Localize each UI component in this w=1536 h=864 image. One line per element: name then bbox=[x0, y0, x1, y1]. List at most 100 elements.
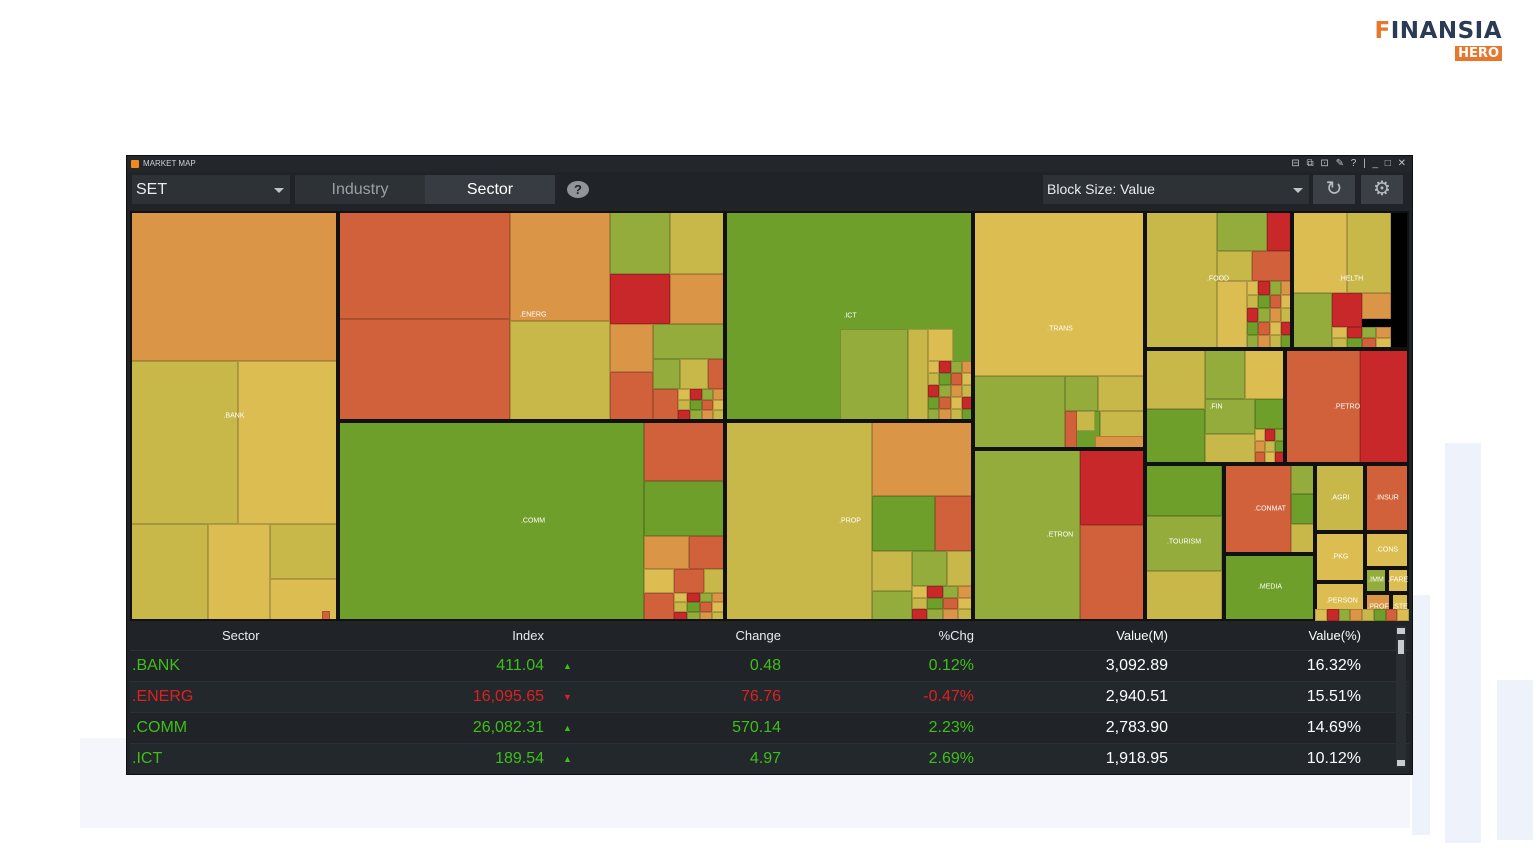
stock-tile[interactable] bbox=[689, 389, 702, 400]
sector-block[interactable] bbox=[1145, 349, 1285, 464]
scroll-up-icon[interactable] bbox=[1397, 628, 1405, 634]
scroll-thumb[interactable] bbox=[1398, 640, 1404, 654]
scroll-down-icon[interactable] bbox=[1397, 760, 1405, 766]
refresh-button[interactable]: ↻ bbox=[1313, 175, 1355, 204]
stock-tile[interactable] bbox=[942, 597, 958, 610]
sector-block[interactable] bbox=[1292, 211, 1409, 349]
tab-sector[interactable]: Sector bbox=[425, 175, 555, 204]
stock-tile[interactable] bbox=[699, 593, 713, 603]
stock-tile[interactable] bbox=[872, 421, 973, 496]
sector-block[interactable] bbox=[973, 211, 1145, 449]
stock-tile[interactable] bbox=[1258, 281, 1270, 295]
stock-tile[interactable] bbox=[1292, 211, 1347, 293]
stock-tile[interactable] bbox=[270, 579, 338, 621]
sector-block[interactable] bbox=[1224, 554, 1315, 621]
sector-block[interactable] bbox=[725, 421, 973, 621]
stock-tile[interactable] bbox=[270, 524, 338, 579]
stock-tile[interactable] bbox=[1269, 281, 1281, 295]
stock-tile[interactable] bbox=[973, 211, 1145, 376]
stock-tile[interactable] bbox=[939, 397, 951, 409]
stock-tile[interactable] bbox=[947, 551, 973, 586]
stock-tile[interactable] bbox=[1217, 281, 1247, 349]
stock-tile[interactable] bbox=[928, 329, 953, 361]
stock-tile[interactable] bbox=[610, 274, 670, 324]
stock-tile[interactable] bbox=[238, 361, 338, 524]
stock-tile[interactable] bbox=[1376, 327, 1391, 338]
sector-block[interactable] bbox=[1365, 464, 1409, 532]
stock-tile[interactable] bbox=[1362, 609, 1374, 621]
stock-tile[interactable] bbox=[1350, 609, 1362, 621]
stock-tile[interactable] bbox=[1255, 429, 1265, 441]
stock-tile[interactable] bbox=[674, 602, 687, 612]
stock-tile[interactable] bbox=[1291, 524, 1315, 554]
stock-tile[interactable] bbox=[1291, 494, 1315, 524]
sector-block[interactable] bbox=[1365, 532, 1409, 568]
sector-block[interactable] bbox=[1285, 349, 1409, 464]
stock-tile[interactable] bbox=[912, 586, 928, 598]
stock-tile[interactable] bbox=[1258, 308, 1270, 322]
stock-tile[interactable] bbox=[1145, 349, 1205, 409]
stock-tile[interactable] bbox=[701, 399, 714, 411]
stock-tile[interactable] bbox=[653, 324, 725, 359]
stock-tile[interactable] bbox=[927, 586, 943, 598]
stock-tile[interactable] bbox=[1397, 609, 1409, 621]
stock-tile[interactable] bbox=[1247, 281, 1259, 295]
stock-tile[interactable] bbox=[1346, 327, 1362, 338]
tab-industry[interactable]: Industry bbox=[295, 175, 425, 204]
stock-tile[interactable] bbox=[939, 385, 951, 397]
stock-tile[interactable] bbox=[338, 211, 510, 319]
stock-tile[interactable] bbox=[927, 597, 943, 610]
stock-tile[interactable] bbox=[1205, 399, 1255, 434]
stock-tile[interactable] bbox=[674, 569, 704, 593]
stock-tile[interactable] bbox=[678, 399, 690, 411]
stock-tile[interactable] bbox=[939, 373, 951, 385]
stock-tile[interactable] bbox=[1326, 609, 1339, 621]
stock-tile[interactable] bbox=[1332, 293, 1362, 327]
market-dropdown[interactable]: SET bbox=[132, 175, 290, 204]
stock-tile[interactable] bbox=[1258, 294, 1270, 309]
column-header-change[interactable]: Change bbox=[735, 628, 781, 643]
stock-tile[interactable] bbox=[928, 361, 940, 373]
stock-tile[interactable] bbox=[939, 361, 951, 373]
column-header-value[interactable]: Value(M) bbox=[1116, 628, 1168, 643]
block-size-dropdown[interactable]: Block Size: Value bbox=[1043, 175, 1309, 204]
stock-tile[interactable] bbox=[950, 397, 962, 409]
stock-tile[interactable] bbox=[510, 321, 610, 421]
stock-tile[interactable] bbox=[653, 359, 680, 389]
stock-tile[interactable] bbox=[935, 496, 973, 551]
help-icon[interactable]: ? bbox=[567, 181, 589, 198]
stock-tile[interactable] bbox=[928, 397, 940, 409]
stock-tile[interactable] bbox=[510, 211, 610, 321]
stock-tile[interactable] bbox=[644, 421, 725, 481]
stock-tile[interactable] bbox=[644, 593, 674, 621]
stock-tile[interactable] bbox=[130, 211, 338, 361]
stock-tile[interactable] bbox=[1292, 293, 1332, 349]
sector-block[interactable] bbox=[130, 211, 338, 621]
stock-tile[interactable] bbox=[1269, 308, 1281, 322]
stock-tile[interactable] bbox=[699, 602, 713, 612]
stock-tile[interactable] bbox=[1315, 609, 1327, 621]
stock-tile[interactable] bbox=[928, 373, 940, 385]
stock-tile[interactable] bbox=[872, 551, 912, 591]
stock-tile[interactable] bbox=[928, 385, 940, 397]
stock-tile[interactable] bbox=[1338, 609, 1351, 621]
stock-tile[interactable] bbox=[872, 496, 935, 551]
sector-block[interactable] bbox=[1224, 464, 1315, 554]
stock-tile[interactable] bbox=[130, 361, 238, 524]
stock-tile[interactable] bbox=[208, 524, 270, 621]
stock-tile[interactable] bbox=[912, 551, 947, 586]
stock-tile[interactable] bbox=[1205, 349, 1245, 399]
sector-block[interactable] bbox=[1365, 568, 1387, 593]
stock-tile[interactable] bbox=[950, 361, 962, 373]
stock-tile[interactable] bbox=[1145, 516, 1222, 571]
table-row[interactable]: .COMM 26,082.31 ▲ 570.14 2.23% 2,783.90 14.69% bbox=[130, 712, 1409, 743]
table-scrollbar[interactable] bbox=[1396, 626, 1406, 768]
settings-button[interactable]: ⚙ bbox=[1361, 175, 1403, 204]
sector-block[interactable] bbox=[338, 421, 725, 621]
stock-tile[interactable] bbox=[950, 385, 962, 397]
sector-block[interactable] bbox=[1145, 464, 1224, 621]
stock-tile[interactable] bbox=[338, 421, 644, 621]
stock-tile[interactable] bbox=[950, 373, 962, 385]
stock-tile[interactable] bbox=[644, 536, 689, 569]
stock-tile[interactable] bbox=[1217, 251, 1252, 281]
